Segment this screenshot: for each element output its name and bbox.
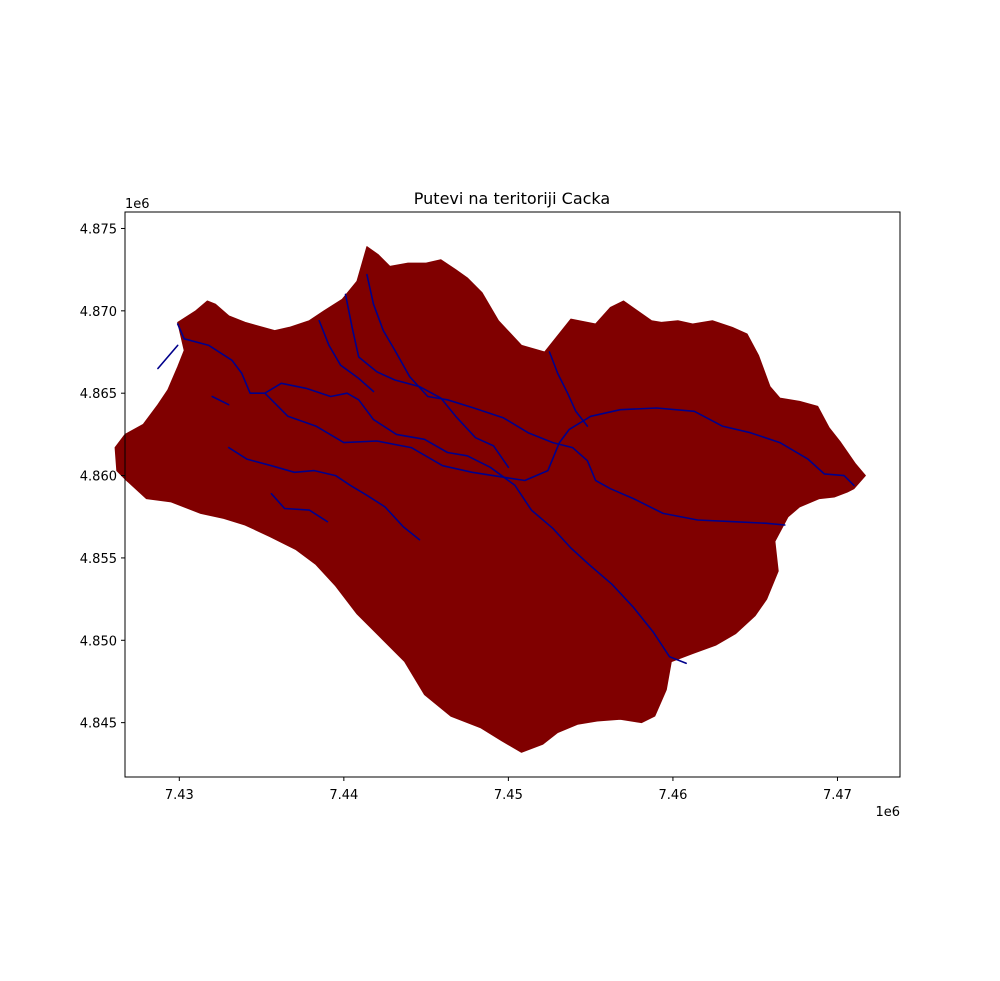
x-tick-label: 7.46 [658, 788, 687, 803]
y-tick-label: 4.860 [80, 470, 117, 485]
y-tick-label: 4.850 [80, 634, 117, 649]
roads-layer [157, 273, 855, 665]
plot-area [114, 246, 866, 753]
road-line [318, 319, 375, 393]
x-tick-label: 7.44 [329, 788, 358, 803]
y-tick-label: 4.855 [80, 552, 117, 567]
road-line [264, 392, 855, 487]
road-line [227, 446, 421, 541]
road-line [211, 395, 230, 406]
x-tick-label: 7.45 [494, 788, 523, 803]
territory-polygon [114, 246, 866, 753]
road-line [366, 273, 786, 526]
x-tick-label: 7.47 [823, 788, 852, 803]
x-tick-label: 7.43 [165, 788, 194, 803]
y-tick-label: 4.875 [80, 222, 117, 237]
y-axis-offset-label: 1e6 [125, 197, 150, 212]
y-tick-label: 4.870 [80, 305, 117, 320]
y-tick-label: 4.865 [80, 387, 117, 402]
road-line [176, 323, 687, 665]
road-line [548, 351, 589, 427]
y-axis: 4.845 4.850 4.855 4.860 4.865 4.870 4.875 [80, 222, 125, 732]
x-axis: 7.43 7.44 7.45 7.46 7.47 [165, 777, 852, 803]
road-line [344, 293, 510, 469]
road-line [157, 344, 179, 370]
chart-title: Putevi na teritoriji Cacka [414, 189, 610, 208]
x-axis-offset-label: 1e6 [875, 805, 900, 820]
y-tick-label: 4.845 [80, 717, 117, 732]
road-line [270, 492, 329, 523]
axes-frame [124, 211, 901, 778]
